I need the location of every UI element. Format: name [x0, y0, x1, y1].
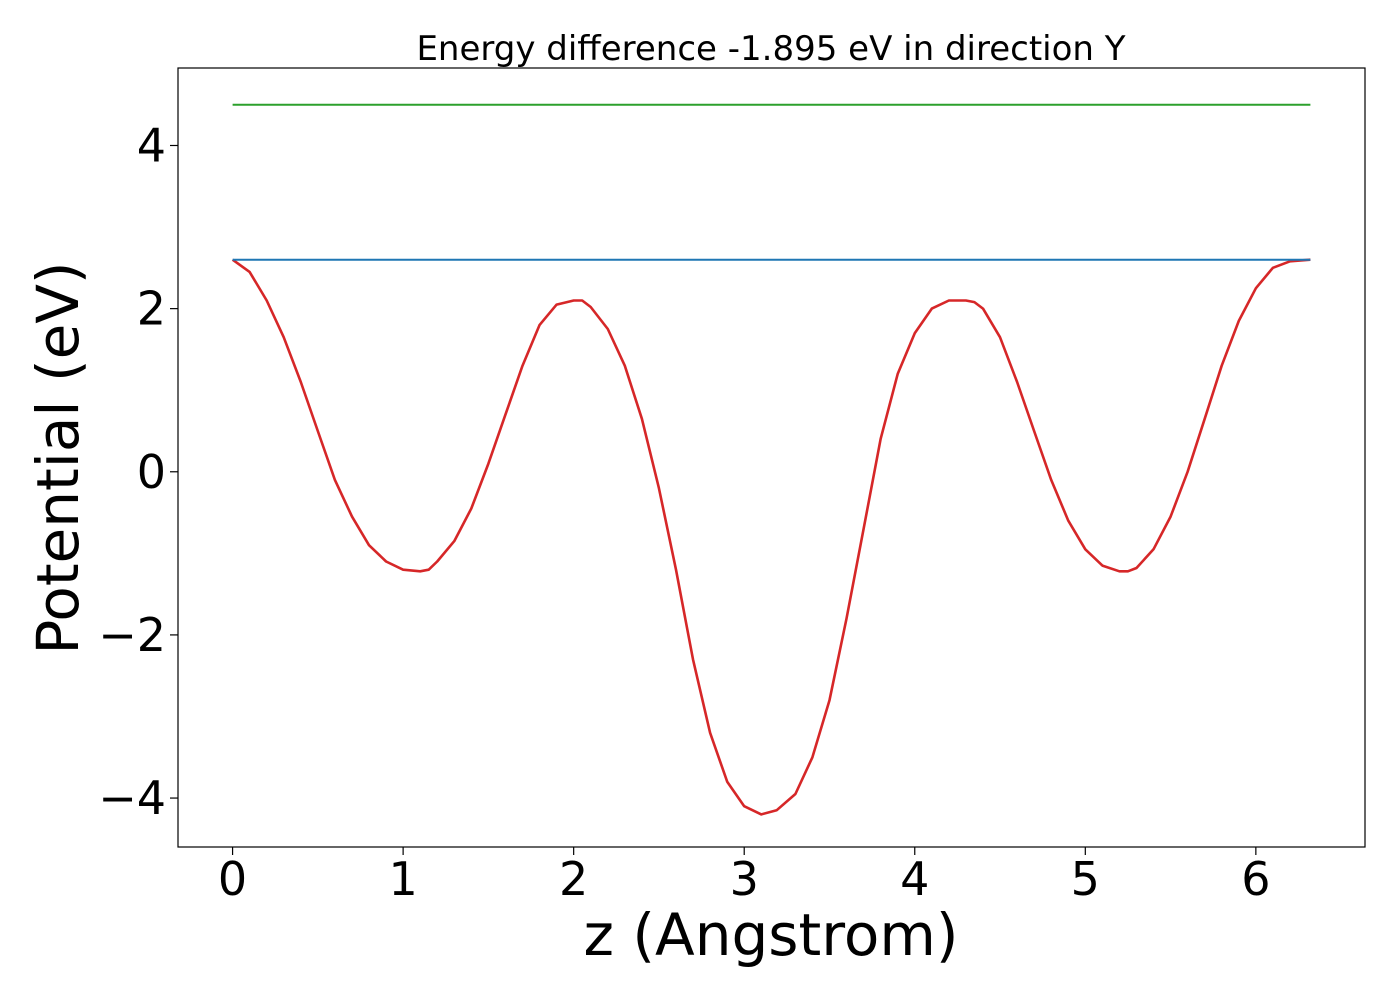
y-tick-label: 4 — [137, 118, 166, 172]
y-tick-label: 2 — [137, 282, 166, 336]
potential-curve — [231, 258, 1311, 816]
x-axis: 0 1 2 3 4 5 6 — [218, 847, 1270, 906]
y-axis: −4 −2 0 2 4 — [98, 118, 178, 825]
x-tick-label: 5 — [1071, 852, 1100, 906]
y-tick-label: −2 — [98, 608, 166, 662]
x-tick-label: 3 — [730, 852, 759, 906]
y-axis-label: Potential (eV) — [24, 261, 92, 654]
y-tick-label: −4 — [98, 771, 166, 825]
series-layer — [231, 103, 1311, 816]
x-axis-label: z (Angstrom) — [584, 901, 959, 969]
plot-frame — [177, 67, 1366, 848]
x-tick-label: 6 — [1241, 852, 1270, 906]
chart-title: Energy difference -1.895 eV in direction… — [416, 29, 1125, 69]
x-tick-label: 2 — [559, 852, 588, 906]
x-tick-label: 4 — [900, 852, 929, 906]
y-tick-label: 0 — [137, 445, 166, 499]
x-tick-label: 0 — [218, 852, 247, 906]
x-tick-label: 1 — [388, 852, 417, 906]
